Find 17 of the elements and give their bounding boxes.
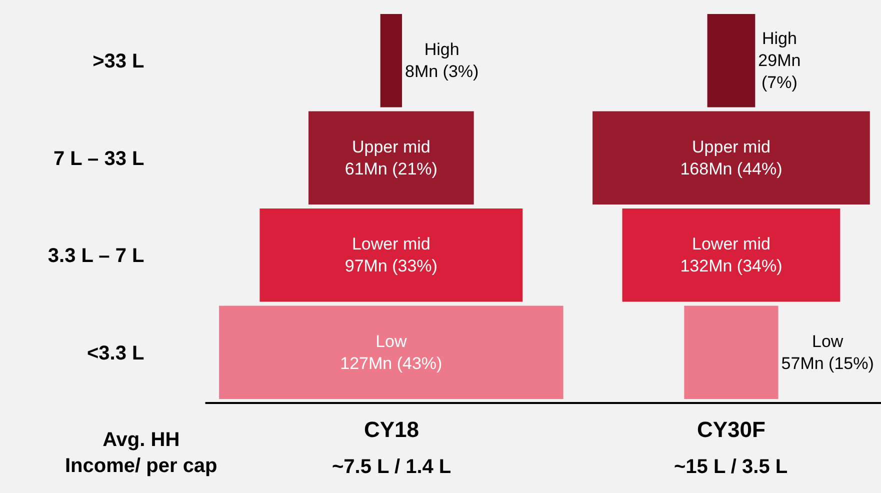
data-label: Lower mid 132Mn (34%) (680, 234, 782, 276)
category-label: <3.3 L (87, 342, 144, 364)
data-label: Lower mid 97Mn (33%) (344, 234, 438, 276)
data-label: High 29Mn (7%) (758, 29, 801, 92)
category-label: 3.3 L – 7 L (48, 245, 144, 268)
data-label: High 8Mn (3%) (405, 40, 479, 82)
text: ~7.5 L / 1.4 L (332, 456, 452, 478)
data-label: Low 57Mn (15%) (781, 332, 874, 373)
text: Avg. HH Income/ per cap (65, 429, 218, 477)
text: CY30F (697, 417, 766, 442)
text: CY18 (364, 417, 420, 442)
data-label: Upper mid 61Mn (21%) (344, 137, 438, 178)
data-label: Low 127Mn (43%) (340, 332, 442, 373)
data-label: Upper mid 168Mn (44%) (680, 137, 782, 178)
text: ~15 L / 3.5 L (674, 456, 788, 478)
category-label: 7 L – 33 L (53, 148, 144, 170)
category-label: >33 L (92, 50, 144, 73)
